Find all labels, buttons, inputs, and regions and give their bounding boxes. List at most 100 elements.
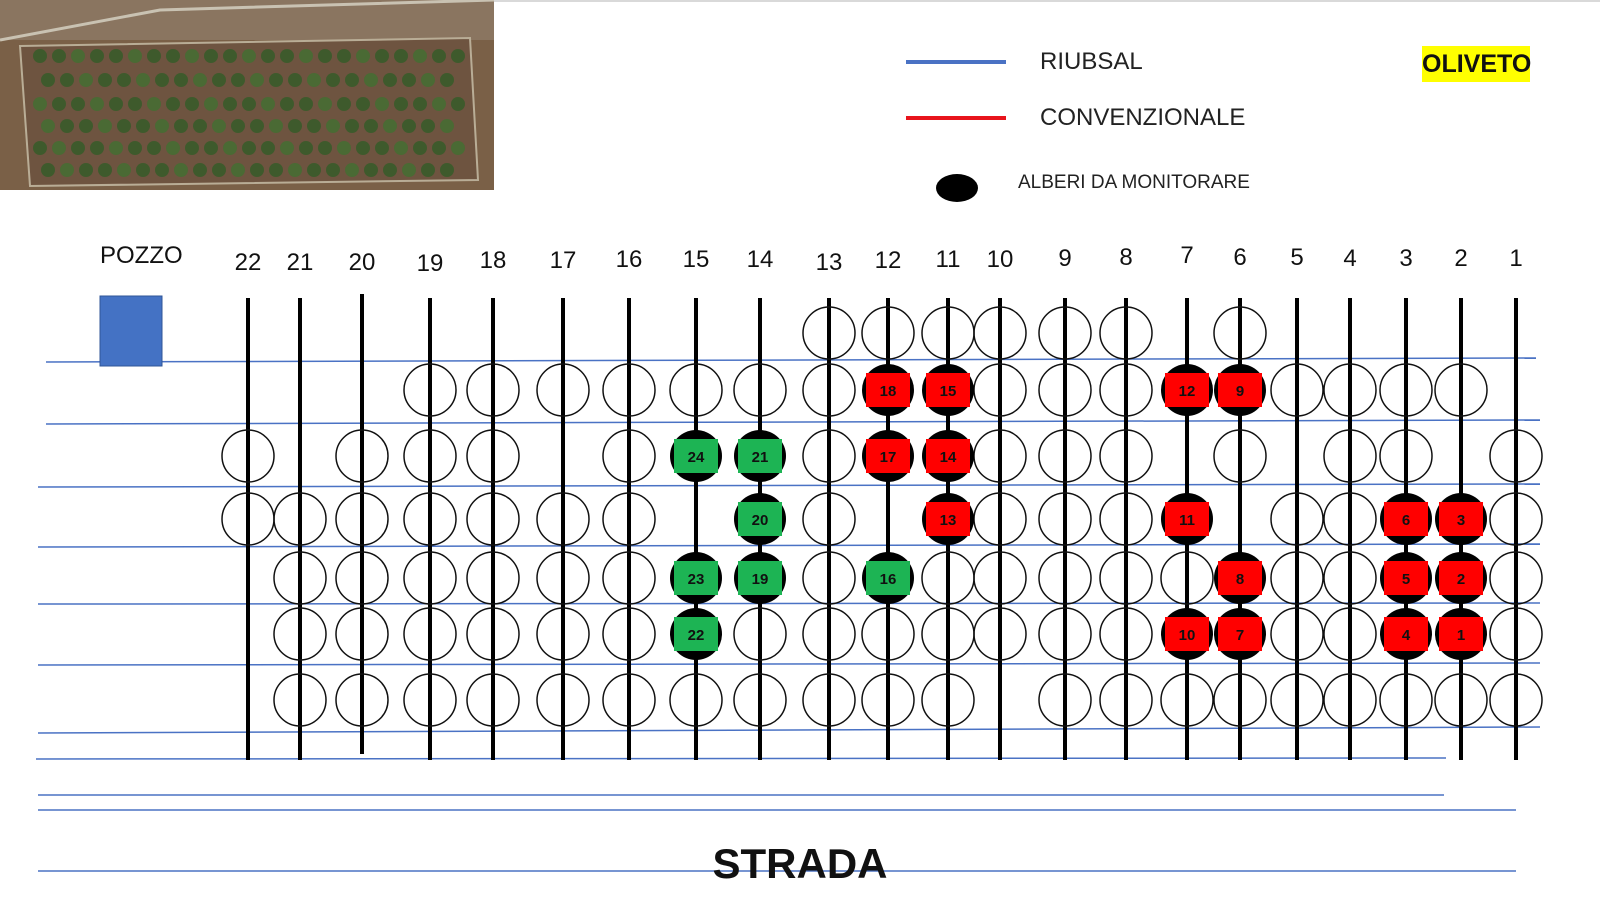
aerial-tree xyxy=(440,119,454,133)
monitored-tree-box xyxy=(866,373,910,407)
tree-circle xyxy=(1099,492,1153,546)
aerial-tree xyxy=(166,97,180,111)
monitored-tree-convenzionale-4: 4 xyxy=(1380,608,1432,660)
tree-circle xyxy=(973,551,1027,605)
monitored-tree-convenzionale-7: 7 xyxy=(1214,608,1266,660)
aerial-tree xyxy=(185,97,199,111)
aerial-tree xyxy=(375,49,389,63)
tree-circle xyxy=(1270,607,1324,661)
aerial-tree xyxy=(174,119,188,133)
tree-circle xyxy=(1489,429,1543,483)
oliveto-badge: OLIVETO xyxy=(1422,46,1531,82)
tree-circle xyxy=(1038,607,1092,661)
row-label-22: 22 xyxy=(235,249,262,276)
row-label-10: 10 xyxy=(987,246,1014,273)
aerial-tree xyxy=(174,163,188,177)
aerial-tree xyxy=(98,73,112,87)
aerial-tree xyxy=(345,73,359,87)
tree-circle xyxy=(1038,492,1092,546)
aerial-tree xyxy=(326,119,340,133)
aerial-tree xyxy=(421,73,435,87)
tree-circle xyxy=(669,673,723,727)
monitored-tree-box xyxy=(926,502,970,536)
tree-circle xyxy=(1213,429,1267,483)
aerial-tree xyxy=(364,73,378,87)
aerial-tree xyxy=(402,73,416,87)
aerial-tree xyxy=(345,119,359,133)
monitored-tree-box xyxy=(1384,502,1428,536)
tree-circle xyxy=(602,607,656,661)
aerial-tree xyxy=(280,97,294,111)
monitored-tree-box xyxy=(738,439,782,473)
monitored-tree-riubsal-24: 24 xyxy=(670,430,722,482)
tree-circle xyxy=(466,492,520,546)
monitored-tree-riubsal-16: 16 xyxy=(862,552,914,604)
tree-circle xyxy=(602,551,656,605)
aerial-tree xyxy=(90,141,104,155)
row-divider-line xyxy=(37,662,1541,666)
tree-circle xyxy=(1323,551,1377,605)
aerial-tree xyxy=(90,49,104,63)
aerial-tree xyxy=(98,119,112,133)
aerial-tree xyxy=(33,141,47,155)
aerial-tree xyxy=(98,163,112,177)
aerial-tree xyxy=(261,97,275,111)
monitored-tree-number: 17 xyxy=(880,449,897,466)
aerial-tree xyxy=(307,73,321,87)
tree-circle xyxy=(403,551,457,605)
aerial-tree xyxy=(52,49,66,63)
aerial-tree xyxy=(364,163,378,177)
monitored-tree-box xyxy=(674,617,718,651)
tree-circle xyxy=(1099,673,1153,727)
aerial-tree xyxy=(413,141,427,155)
aerial-tree xyxy=(307,119,321,133)
aerial-tree xyxy=(185,49,199,63)
tree-circle xyxy=(1099,363,1153,417)
aerial-tree xyxy=(402,119,416,133)
tree-circle xyxy=(1099,429,1153,483)
aerial-tree xyxy=(383,73,397,87)
aerial-tree xyxy=(345,163,359,177)
tree-circle xyxy=(802,607,856,661)
monitored-tree-riubsal-21: 21 xyxy=(734,430,786,482)
aerial-tree xyxy=(117,73,131,87)
legend-convenzionale-label: CONVENZIONALE xyxy=(1040,104,1246,131)
tree-circle xyxy=(802,429,856,483)
monitored-tree-box xyxy=(866,439,910,473)
aerial-tree xyxy=(451,141,465,155)
tree-circle xyxy=(802,492,856,546)
aerial-tree xyxy=(204,49,218,63)
monitored-tree-number: 5 xyxy=(1402,571,1410,588)
monitored-tree-box xyxy=(1384,561,1428,595)
tree-circle xyxy=(536,363,590,417)
aerial-tree xyxy=(212,163,226,177)
legend-alberi-dot xyxy=(936,174,978,202)
monitored-tree-box xyxy=(1384,617,1428,651)
monitored-tree-box xyxy=(1218,617,1262,651)
monitored-tree-number: 14 xyxy=(940,449,957,466)
row-label-19: 19 xyxy=(417,250,444,277)
monitored-tree-riubsal-22: 22 xyxy=(670,608,722,660)
tree-circle xyxy=(1038,363,1092,417)
monitored-tree-convenzionale-1: 1 xyxy=(1435,608,1487,660)
aerial-tree xyxy=(128,49,142,63)
monitored-tree-box xyxy=(926,439,970,473)
monitored-tree-number: 7 xyxy=(1236,627,1244,644)
aerial-tree xyxy=(280,49,294,63)
tree-circle xyxy=(1213,673,1267,727)
aerial-tree xyxy=(394,49,408,63)
row-label-13: 13 xyxy=(816,249,843,276)
aerial-tree xyxy=(60,163,74,177)
aerial-tree xyxy=(117,163,131,177)
aerial-tree xyxy=(242,141,256,155)
tree-circle xyxy=(1099,607,1153,661)
tree-circle xyxy=(602,429,656,483)
tree-circle xyxy=(802,551,856,605)
tree-circle xyxy=(733,673,787,727)
aerial-tree xyxy=(212,119,226,133)
monitored-tree-number: 9 xyxy=(1236,383,1244,400)
aerial-tree xyxy=(136,163,150,177)
monitored-tree-number: 8 xyxy=(1236,571,1244,588)
tree-circle xyxy=(221,429,275,483)
aerial-tree xyxy=(375,97,389,111)
